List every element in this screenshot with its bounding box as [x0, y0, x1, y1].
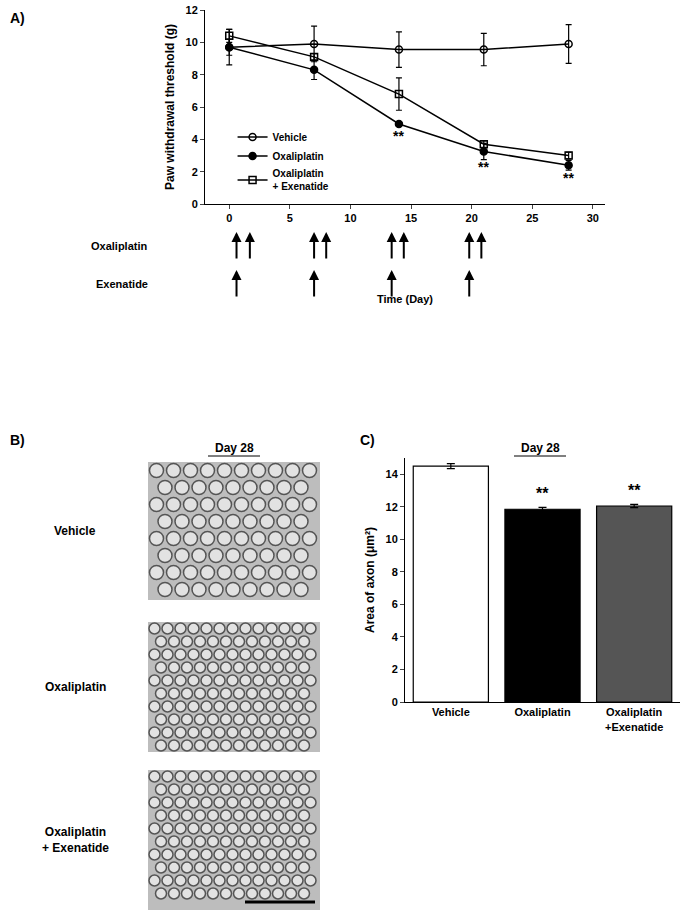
svg-text:Day 28: Day 28	[521, 441, 560, 455]
svg-text:Time (Day): Time (Day)	[377, 293, 433, 305]
svg-text:Oxaliplatin+Exenatide: Oxaliplatin+Exenatide	[605, 706, 663, 732]
svg-text:14: 14	[386, 468, 399, 480]
svg-text:6: 6	[192, 101, 198, 113]
svg-text:Day 28: Day 28	[215, 441, 254, 455]
svg-text:**: **	[393, 128, 404, 144]
svg-text:6: 6	[392, 598, 398, 610]
svg-text:10: 10	[344, 212, 356, 224]
svg-text:2: 2	[192, 166, 198, 178]
svg-text:Oxaliplatin: Oxaliplatin	[45, 680, 106, 694]
svg-text:0: 0	[392, 696, 398, 708]
svg-text:30: 30	[587, 212, 599, 224]
svg-text:4: 4	[392, 631, 399, 643]
svg-text:B): B)	[10, 432, 25, 448]
svg-text:0: 0	[226, 212, 232, 224]
svg-text:Oxaliplatin: Oxaliplatin	[273, 151, 324, 162]
svg-text:A): A)	[10, 10, 25, 26]
svg-text:C): C)	[360, 432, 375, 448]
svg-text:0: 0	[192, 198, 198, 210]
svg-text:10: 10	[186, 36, 198, 48]
svg-text:Oxaliplatin+ Exenatide: Oxaliplatin+ Exenatide	[273, 168, 329, 192]
svg-text:Vehicle: Vehicle	[54, 524, 96, 538]
svg-text:**: **	[478, 159, 489, 175]
svg-text:Oxaliplatin+ Exenatide: Oxaliplatin+ Exenatide	[42, 825, 109, 855]
svg-text:**: **	[563, 170, 574, 186]
svg-text:25: 25	[526, 212, 538, 224]
svg-text:8: 8	[392, 566, 398, 578]
svg-text:12: 12	[186, 4, 198, 16]
svg-text:Vehicle: Vehicle	[432, 706, 470, 718]
svg-text:2: 2	[392, 663, 398, 675]
svg-text:Oxaliplatin: Oxaliplatin	[514, 706, 571, 718]
svg-text:Exenatide: Exenatide	[96, 278, 148, 290]
svg-text:15: 15	[405, 212, 417, 224]
svg-text:**: **	[628, 482, 641, 499]
svg-text:Area of axon (μm²): Area of axon (μm²)	[363, 527, 377, 633]
svg-text:5: 5	[287, 212, 293, 224]
svg-text:8: 8	[192, 69, 198, 81]
svg-text:10: 10	[386, 533, 398, 545]
svg-text:**: **	[536, 485, 549, 502]
svg-text:Vehicle: Vehicle	[273, 132, 308, 143]
svg-text:Oxaliplatin: Oxaliplatin	[91, 240, 148, 252]
svg-text:Paw withdrawal threshold (g): Paw withdrawal threshold (g)	[163, 24, 177, 190]
svg-text:12: 12	[386, 501, 398, 513]
svg-text:20: 20	[466, 212, 478, 224]
svg-text:4: 4	[192, 133, 199, 145]
